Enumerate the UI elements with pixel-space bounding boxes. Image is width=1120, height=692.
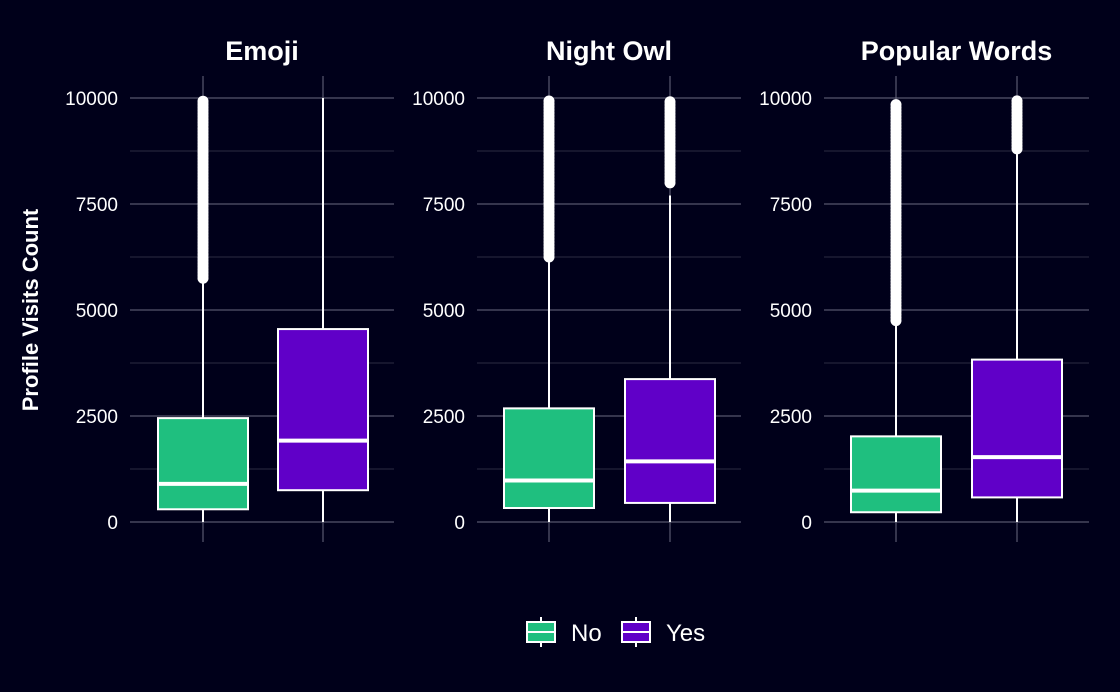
facet-popular-words: Popular Words 0 2500 5000 7500 10000	[759, 36, 1089, 542]
box-yes	[624, 96, 716, 522]
box-iqr	[277, 328, 369, 492]
box-iqr	[971, 358, 1063, 499]
outliers	[543, 95, 555, 263]
box-yes	[971, 95, 1063, 522]
y-tick-label: 7500	[423, 195, 465, 216]
y-tick-label: 10000	[412, 89, 465, 110]
outlier-point	[890, 99, 902, 111]
outliers	[1011, 95, 1023, 155]
outliers	[664, 96, 676, 189]
y-tick-label: 7500	[76, 195, 118, 216]
y-tick-label: 2500	[423, 407, 465, 428]
outliers	[890, 99, 902, 327]
box-yes	[277, 98, 369, 522]
legend-item-yes: Yes	[621, 617, 705, 647]
facet-title: Night Owl	[546, 36, 672, 66]
box-iqr	[624, 378, 716, 504]
facet-emoji: Emoji 0 2500 5000 7500 10000	[65, 36, 394, 542]
y-axis-label: Profile Visits Count	[18, 208, 43, 411]
legend-item-no: No	[526, 617, 602, 647]
facet-night-owl: Night Owl 0 2500 5000 7500 10000	[412, 36, 741, 542]
y-tick-label: 10000	[65, 89, 118, 110]
box-no	[157, 95, 249, 522]
y-tick-label: 0	[454, 513, 465, 534]
y-tick-label: 5000	[423, 301, 465, 322]
y-tick-label: 5000	[770, 301, 812, 322]
box-iqr	[850, 435, 942, 514]
y-tick-label: 0	[107, 513, 118, 534]
box-iqr	[157, 417, 249, 511]
outliers	[197, 95, 209, 284]
legend-label: No	[571, 620, 602, 647]
box-no	[850, 99, 942, 522]
y-tick-label: 2500	[770, 407, 812, 428]
facet-title: Popular Words	[861, 36, 1053, 66]
outlier-point	[664, 96, 676, 108]
y-tick-label: 10000	[759, 89, 812, 110]
facet-title: Emoji	[225, 36, 299, 66]
legend: No Yes	[526, 617, 705, 647]
box-no	[503, 95, 595, 522]
y-tick-label: 5000	[76, 301, 118, 322]
outlier-point	[543, 95, 555, 107]
y-tick-label: 7500	[770, 195, 812, 216]
legend-label: Yes	[666, 620, 705, 647]
y-tick-label: 2500	[76, 407, 118, 428]
box-iqr	[503, 407, 595, 510]
outlier-point	[1011, 95, 1023, 107]
outlier-point	[197, 95, 209, 107]
facets: Emoji 0 2500 5000 7500 10000 Night Owl 0 2500 500…	[65, 36, 1089, 542]
y-tick-label: 0	[801, 513, 812, 534]
